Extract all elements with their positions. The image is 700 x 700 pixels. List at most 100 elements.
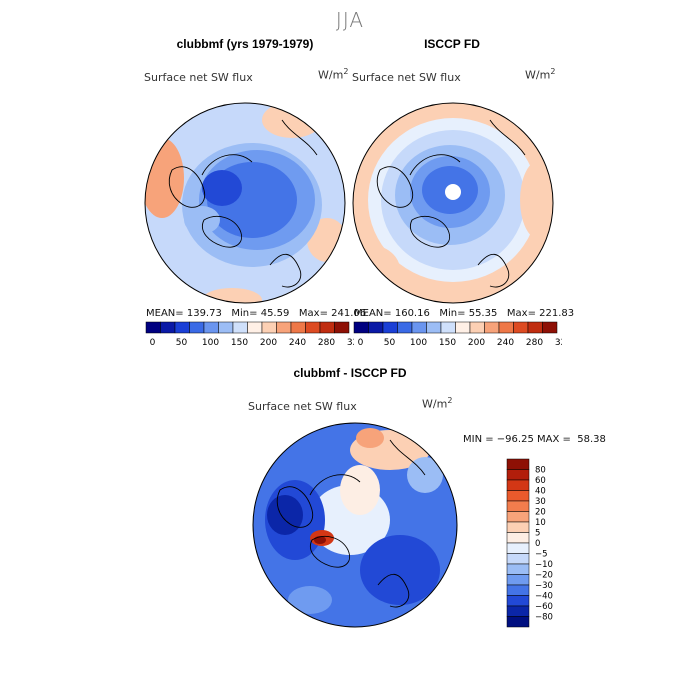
- colorbar-swatch: [506, 616, 530, 628]
- polar-map-obs: [352, 102, 554, 304]
- stat-mean-label: MEAN=: [146, 308, 184, 319]
- stat-min-value: 45.59: [260, 308, 290, 319]
- colorbar-tick-label: 60: [535, 476, 546, 486]
- colorbar-swatch: [397, 321, 413, 334]
- colorbar-swatch: [506, 595, 530, 607]
- stat-mean-value: 160.16: [394, 308, 430, 319]
- stat-max-label: Max=: [506, 308, 536, 319]
- colorbar-swatch: [353, 321, 369, 334]
- colorbar-swatch: [145, 321, 161, 334]
- colorbar-tick-label: 150: [231, 338, 248, 347]
- colorbar-swatch: [498, 321, 514, 334]
- colorbar-tick-label: −5: [535, 550, 548, 560]
- panel-title-diff: clubbmf - ISCCP FD: [293, 366, 407, 380]
- stat-mean-value: 139.73: [186, 308, 222, 319]
- colorbar-tick-label: 20: [535, 508, 546, 518]
- colorbar-tick-label: 30: [535, 497, 546, 507]
- colorbar-swatch: [334, 321, 350, 334]
- colorbar-swatch: [506, 532, 530, 544]
- stat-min-value: 55.35: [468, 308, 498, 319]
- colorbar-tick-label: −60: [535, 602, 553, 612]
- colorbar-swatch: [411, 321, 427, 334]
- colorbar-tick-label: 280: [526, 338, 543, 347]
- colorbar-tick-label: 240: [497, 338, 514, 347]
- colorbar-tick-label: −80: [535, 613, 553, 623]
- colorbar-swatch: [506, 605, 530, 617]
- colorbar-swatch: [484, 321, 500, 334]
- colorbar-swatch: [440, 321, 456, 334]
- colorbar-swatch: [506, 490, 530, 502]
- variable-label-diff: Surface net SW flux: [248, 400, 357, 413]
- units-base: W/m: [422, 397, 448, 411]
- colorbar-swatch: [305, 321, 321, 334]
- units-label-model: W/m2: [318, 67, 348, 82]
- stat-max-value: 241.06: [331, 308, 367, 319]
- colorbar-tick-label: 100: [202, 338, 219, 347]
- colorbar-tick-label: 240: [289, 338, 306, 347]
- colorbar-tick-label: 150: [439, 338, 456, 347]
- colorbar-tick-label: 80: [535, 466, 546, 476]
- colorbar-tick-label: 280: [318, 338, 335, 347]
- colorbar-swatch: [506, 542, 530, 554]
- colorbar-swatch: [506, 469, 530, 481]
- colorbar-swatch: [506, 458, 530, 470]
- stats-model: MEAN= 139.73 Min= 45.59 Max= 241.06: [146, 308, 366, 319]
- units-label-obs: W/m2: [525, 67, 555, 82]
- colorbar-tick-label: 320: [347, 338, 354, 347]
- units-exponent: 2: [550, 67, 556, 76]
- season-title: JJA: [335, 8, 365, 32]
- colorbar-tick-label: 200: [260, 338, 277, 347]
- colorbar-swatch: [232, 321, 248, 334]
- colorbar-swatch: [455, 321, 471, 334]
- colorbar-swatch: [506, 574, 530, 586]
- colorbar-swatch: [513, 321, 529, 334]
- polar-map-diff: [252, 422, 458, 628]
- units-exponent: 2: [343, 67, 349, 76]
- colorbar-obs: 0 50 100 150 200 240 280 320: [353, 321, 562, 347]
- colorbar-swatch: [506, 511, 530, 523]
- colorbar-swatch: [160, 321, 176, 334]
- colorbar-swatch: [542, 321, 558, 334]
- stat-max-label: Max=: [298, 308, 328, 319]
- colorbar-tick-label: −30: [535, 581, 553, 591]
- colorbar-swatch: [527, 321, 543, 334]
- stats-diff: MIN = −96.25 MAX = 58.38: [463, 434, 606, 445]
- colorbar-swatch: [506, 479, 530, 491]
- colorbar-swatch: [469, 321, 485, 334]
- colorbar-tick-label: 0: [358, 338, 364, 347]
- colorbar-swatch: [506, 563, 530, 575]
- panel-title-obs: ISCCP FD: [424, 37, 480, 51]
- colorbar-swatch: [506, 500, 530, 512]
- colorbar-tick-label: 0: [150, 338, 156, 347]
- colorbar-model: 0 50 100 150 200 240 280 320: [145, 321, 354, 347]
- stats-obs: MEAN= 160.16 Min= 55.35 Max= 221.83: [354, 308, 574, 319]
- units-label-diff: W/m2: [422, 396, 452, 411]
- polar-map-model: [144, 102, 346, 304]
- stat-min-label: Min=: [439, 308, 466, 319]
- panel-title-model: clubbmf (yrs 1979-1979): [176, 37, 314, 51]
- colorbar-swatch: [506, 521, 530, 533]
- colorbar-swatch: [247, 321, 263, 334]
- colorbar-swatch: [506, 553, 530, 565]
- colorbar-tick-label: 320: [555, 338, 562, 347]
- colorbar-swatch: [319, 321, 335, 334]
- units-base: W/m: [318, 68, 344, 82]
- variable-label-obs: Surface net SW flux: [352, 71, 461, 84]
- colorbar-swatch: [368, 321, 384, 334]
- colorbar-swatch: [203, 321, 219, 334]
- colorbar-tick-label: −40: [535, 592, 553, 602]
- stat-min-label: Min=: [231, 308, 258, 319]
- colorbar-swatch: [218, 321, 234, 334]
- colorbar-tick-label: 40: [535, 487, 546, 497]
- colorbar-swatch: [290, 321, 306, 334]
- colorbar-tick-label: 50: [384, 338, 396, 347]
- colorbar-swatch: [276, 321, 292, 334]
- colorbar-swatch: [174, 321, 190, 334]
- colorbar-tick-label: 5: [535, 529, 540, 539]
- colorbar-tick-label: 100: [410, 338, 427, 347]
- colorbar-tick-label: −20: [535, 571, 553, 581]
- stat-max-value: 221.83: [539, 308, 575, 319]
- colorbar-tick-label: 200: [468, 338, 485, 347]
- colorbar-tick-label: 10: [535, 518, 546, 528]
